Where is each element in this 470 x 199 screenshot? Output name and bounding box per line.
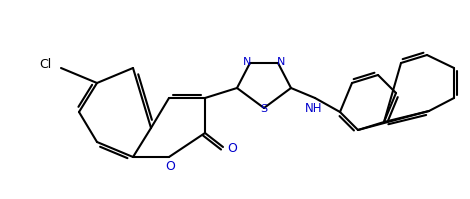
Text: O: O <box>165 161 175 174</box>
Text: N: N <box>243 57 251 67</box>
Text: S: S <box>260 104 267 114</box>
Text: NH: NH <box>305 101 323 114</box>
Text: N: N <box>277 57 285 67</box>
Text: Cl: Cl <box>40 59 52 71</box>
Text: O: O <box>227 141 237 154</box>
